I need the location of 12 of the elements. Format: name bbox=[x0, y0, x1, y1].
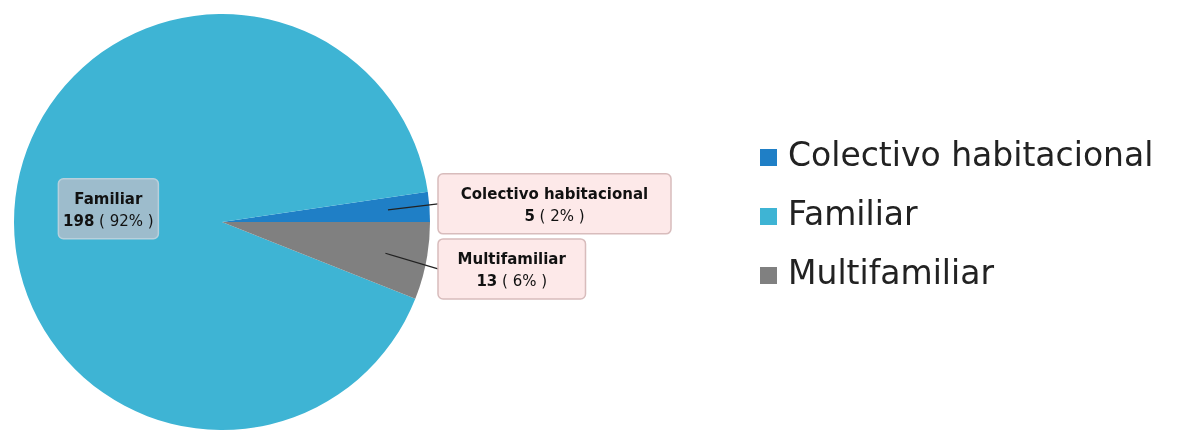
data-label: 13 ( 6% ) bbox=[476, 271, 548, 290]
slice-label: Familiar bbox=[74, 189, 143, 208]
data-label: 5 ( 2% ) bbox=[524, 206, 585, 225]
slice-label: Colectivo habitacional bbox=[460, 184, 649, 203]
legend-label: Familiar bbox=[788, 194, 919, 233]
slice-label: Multifamiliar bbox=[457, 249, 567, 268]
legend-label: Multifamiliar bbox=[788, 253, 995, 292]
data-label: 198 ( 92% ) bbox=[63, 211, 154, 230]
pie-slice bbox=[14, 14, 428, 430]
pie-slice bbox=[222, 191, 430, 222]
legend-label: Colectivo habitacional bbox=[788, 135, 1154, 174]
pie-slice bbox=[222, 222, 430, 299]
